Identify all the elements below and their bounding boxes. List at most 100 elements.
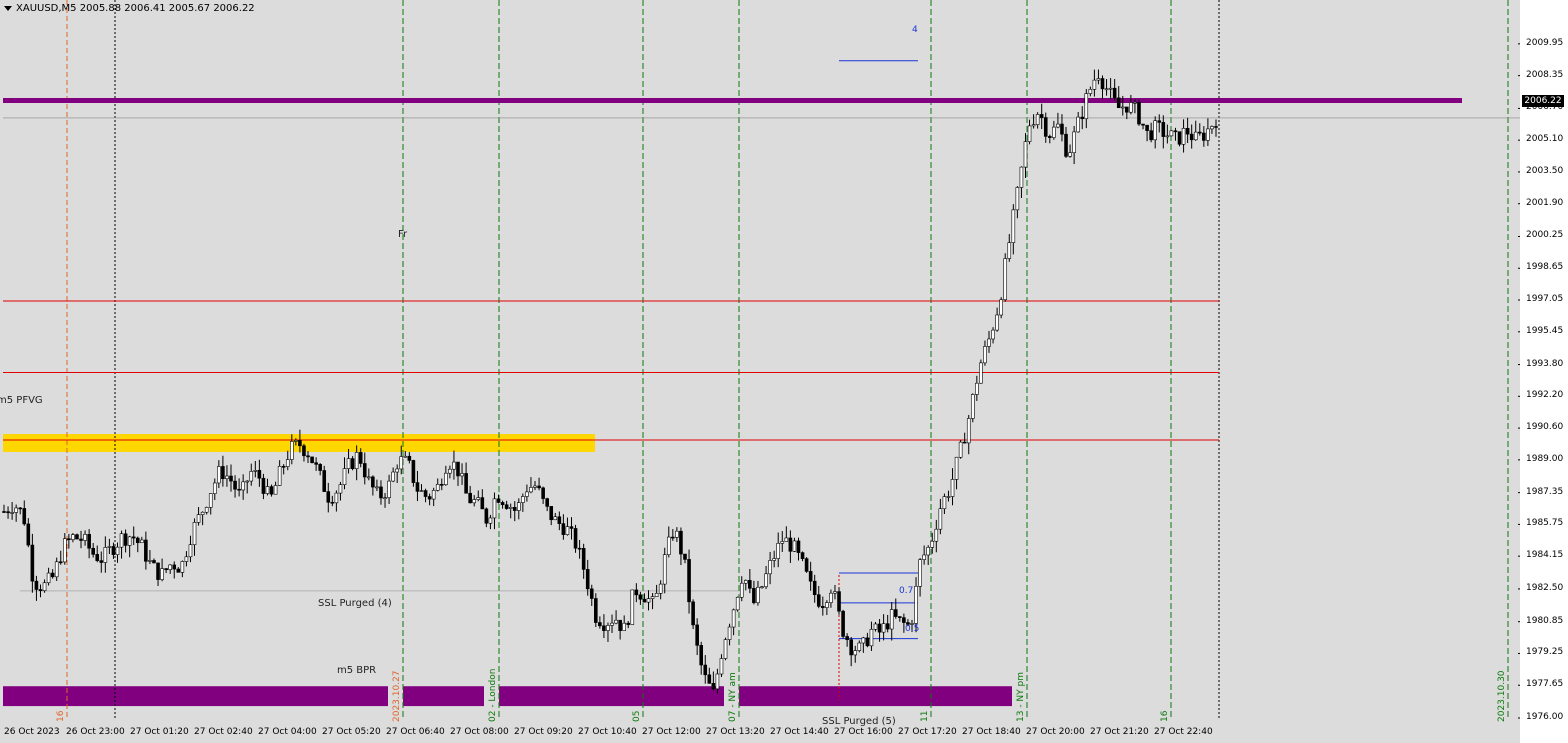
candle-body-180 [731,609,736,628]
candle-body-224 [910,623,914,625]
candle-body-113 [460,473,464,477]
candle-body-117 [476,497,481,500]
candle-body-116 [472,499,477,504]
candle-body-86 [350,458,355,470]
candle-body-126 [512,507,517,511]
candle-body-230 [934,528,939,542]
candle-body-299 [1214,126,1218,128]
candle-body-197 [800,552,805,559]
candle-body-26 [107,546,112,548]
y-tick-label: 1977.65 [1526,679,1564,690]
candle-body-191 [776,542,781,559]
candle-body-195 [792,540,797,552]
ssl-purged-4-label: SSL Purged (4) [318,598,392,609]
y-tick-label: 2008.35 [1526,69,1564,80]
candle-body-103 [419,490,424,492]
y-tick-label: 1984.15 [1526,550,1564,561]
candle-body-39 [160,568,164,580]
candle-body-264 [1072,131,1076,154]
candle-body-81 [330,501,335,504]
candle-body-121 [492,498,497,519]
ssl-purged-5-label: SSL Purged (5) [822,716,896,727]
candle-body-250 [1015,187,1020,211]
vlabel-london: 02 - London [488,668,498,722]
current-price-tag: 2006.22 [1522,95,1564,107]
candle-body-149 [606,625,610,631]
candle-body-140 [569,526,574,529]
candle-body-90 [367,476,371,479]
candle-body-3 [14,507,18,513]
candle-body-71 [289,441,294,460]
y-tick-label: 1989.00 [1526,453,1564,464]
candle-body-242 [983,346,987,364]
y-tick-label: 1987.35 [1526,486,1564,497]
candle-body-145 [589,588,594,599]
candle-body-231 [938,508,943,530]
candle-body-92 [375,486,379,489]
price-axis[interactable] [1520,0,1568,743]
candle-body-52 [212,482,217,494]
candle-body-252 [1023,141,1028,168]
dropdown-triangle-icon[interactable] [4,6,12,11]
candle-body-146 [594,598,598,623]
candle-body-142 [577,547,582,550]
candle-body-60 [245,480,250,483]
x-tick-label: 27 Oct 20:00 [1026,727,1085,737]
y-tick-label: 2005.10 [1526,134,1564,145]
candle-body-268 [1088,89,1093,94]
candle-body-143 [581,548,586,570]
vlabel-date-1027: 2023.10.27 [392,670,402,722]
y-tick-label: 1998.65 [1526,262,1564,273]
candle-body-73 [298,440,302,447]
candle-body-42 [172,564,177,570]
candle-body-176 [715,673,720,690]
candle-body-171 [695,624,699,646]
candle-body-297 [1206,128,1210,141]
x-tick-label: 27 Oct 06:40 [386,727,445,737]
candle-body-170 [691,601,695,626]
candle-body-213 [865,637,870,647]
candle-body-172 [699,645,704,666]
x-tick-label: 26 Oct 23:00 [66,727,125,737]
x-tick-label: 27 Oct 17:20 [898,727,957,737]
candle-body-139 [565,526,570,535]
vlabel-16-green: 16 [1160,710,1170,722]
candle-body-25 [103,547,108,563]
candle-body-72 [294,440,298,442]
vlabel-ny-pm: 13 - NY pm [1016,672,1026,722]
candle-body-0 [2,511,6,513]
candle-body-66 [269,486,274,495]
candle-body-29 [119,533,124,548]
candle-body-156 [634,589,639,596]
candle-body-186 [756,586,760,604]
vlabel-16-orange: 16 [56,710,66,722]
candle-body-115 [468,492,472,504]
candle-body-54 [221,466,225,480]
candle-body-51 [208,493,213,508]
candle-body-241 [979,362,983,384]
candle-body-75 [306,455,310,458]
candle-body-271 [1100,78,1105,90]
candle-body-4 [18,507,23,510]
candle-body-166 [675,530,679,538]
candle-body-30 [123,533,128,546]
candle-body-237 [962,441,967,444]
candle-body-198 [804,558,809,572]
candle-body-202 [821,606,825,608]
plot-area[interactable] [0,0,1520,743]
y-tick-label: 2001.90 [1526,197,1564,208]
candle-body-164 [666,536,671,556]
y-tick-label: 1995.45 [1526,325,1564,336]
candle-body-79 [322,470,327,492]
candle-body-78 [318,464,322,471]
candle-body-55 [225,475,229,480]
candle-body-82 [334,492,339,504]
candle-body-152 [618,619,622,631]
candle-body-87 [354,452,359,470]
candle-body-185 [752,588,756,604]
x-tick-label: 27 Oct 13:20 [706,727,765,737]
x-tick-label: 27 Oct 01:20 [130,727,189,737]
candle-body-157 [638,594,643,600]
candlestick-chart[interactable] [0,0,1520,743]
fr-label: Fr [398,229,408,240]
